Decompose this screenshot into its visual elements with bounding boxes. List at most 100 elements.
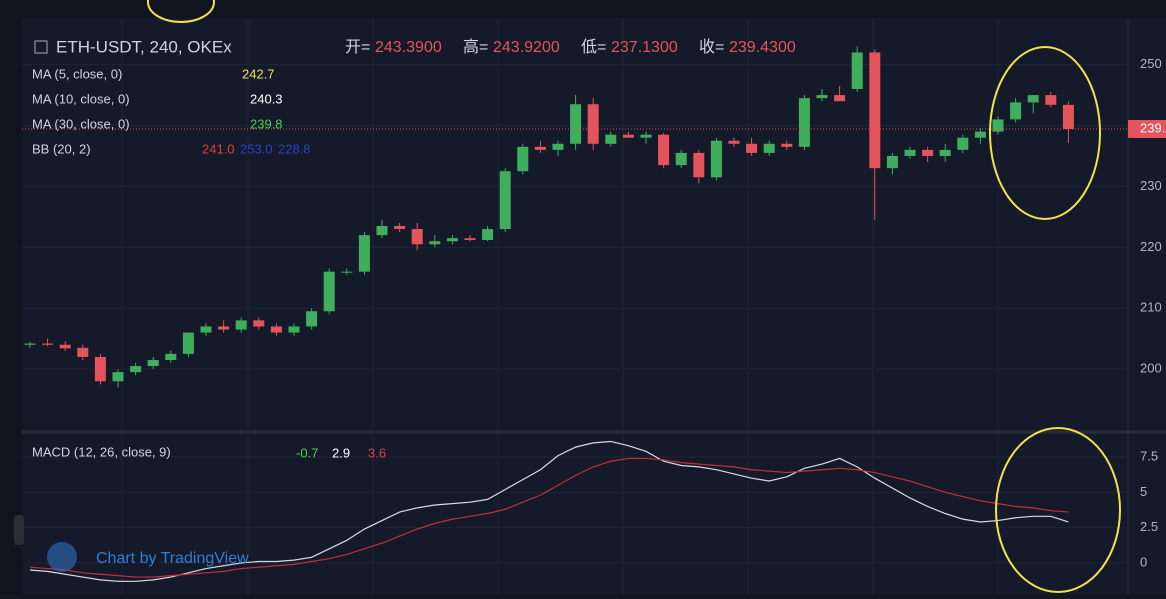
watermark[interactable]: Chart by TradingView xyxy=(96,550,249,567)
indicator-name[interactable]: MA (30, close, 0) xyxy=(32,116,130,131)
candle-body xyxy=(869,52,881,169)
candle-body xyxy=(182,332,194,354)
indicator-value: -0.7 xyxy=(296,445,318,460)
candle-body xyxy=(957,137,969,150)
y-tick-label: 250 xyxy=(1140,56,1162,71)
candle-body xyxy=(658,134,670,166)
ohlc-value: 237.1300 xyxy=(611,39,678,56)
indicator-name[interactable]: MACD (12, 26, close, 9) xyxy=(32,444,171,459)
highlight-ellipse xyxy=(995,427,1121,593)
candle-body xyxy=(974,131,986,138)
ohlc-header: 开= 243.3900 高= 243.9200 低= 237.1300 收= 239.4300 xyxy=(345,38,796,56)
candle-body xyxy=(886,155,898,169)
candle-body xyxy=(464,238,476,241)
left-toolbar[interactable] xyxy=(0,0,22,594)
last-price-label: 239.43 xyxy=(1140,120,1166,135)
candle-body xyxy=(605,134,617,144)
candle-body xyxy=(77,347,89,357)
candle-body xyxy=(693,152,705,178)
candle-body xyxy=(1010,102,1022,120)
candle-body xyxy=(640,134,652,138)
candle-body xyxy=(429,241,441,245)
y-tick-label: 230 xyxy=(1140,178,1162,193)
candle-body xyxy=(622,134,634,138)
candle-body xyxy=(306,311,318,327)
ohlc-value: 243.9200 xyxy=(493,39,560,56)
candle-body xyxy=(147,359,159,367)
candle-body xyxy=(482,229,494,241)
candle-body xyxy=(728,140,740,144)
candle-body xyxy=(1027,95,1039,103)
y-tick-label: 220 xyxy=(1140,239,1162,254)
indicator-value: 241.0 xyxy=(202,141,235,156)
indicator-value: 2.9 xyxy=(332,445,350,460)
candle-body xyxy=(42,343,54,345)
candle-body xyxy=(1045,95,1057,105)
indicator-value: 3.6 xyxy=(368,445,386,460)
indicator-name[interactable]: BB (20, 2) xyxy=(32,141,91,156)
candle-body xyxy=(218,326,230,330)
indicator-legend: MA (5, close, 0) 242.7 MA (10, close, 0) 24… xyxy=(32,66,311,156)
y-tick-label: 0 xyxy=(1140,554,1147,569)
candle-body xyxy=(1062,104,1074,129)
candle-body xyxy=(587,104,599,144)
ohlc-value: 239.4300 xyxy=(729,39,796,56)
y-tick-label: 5 xyxy=(1140,484,1147,499)
y-tick-label: 2.5 xyxy=(1140,519,1158,534)
candle-body xyxy=(130,366,142,373)
top-toolbar[interactable] xyxy=(0,0,1166,18)
candle-body xyxy=(763,143,775,153)
candle-body xyxy=(534,146,546,150)
candle-body xyxy=(904,149,916,156)
candle-body xyxy=(165,353,177,360)
y-tick-label: 210 xyxy=(1140,300,1162,315)
candle-body xyxy=(939,149,951,156)
collapse-tab[interactable] xyxy=(14,515,24,545)
candle-body xyxy=(112,372,124,382)
candle-body xyxy=(358,235,370,272)
candle-body xyxy=(552,143,564,150)
indicator-value: 228.8 xyxy=(278,141,311,156)
last-price-box xyxy=(1128,119,1166,138)
candle-body xyxy=(446,238,458,242)
candle-body xyxy=(992,119,1004,132)
indicator-name[interactable]: MA (5, close, 0) xyxy=(32,66,122,81)
indicator-name[interactable]: MA (10, close, 0) xyxy=(32,91,130,106)
candle-body xyxy=(270,326,282,333)
ohlc-label: 收= xyxy=(699,38,724,56)
candle-body xyxy=(675,152,687,166)
y-tick-label: 200 xyxy=(1140,361,1162,376)
candle-body xyxy=(253,320,265,327)
candle-body xyxy=(411,229,423,245)
candle-body xyxy=(288,326,300,333)
candle-body xyxy=(851,52,863,89)
plot-area xyxy=(22,46,1128,582)
candle-body xyxy=(746,143,758,153)
candle-body xyxy=(816,95,828,99)
candle-body xyxy=(376,226,388,236)
symbol-title[interactable]: ETH-USDT, 240, OKEx xyxy=(56,37,232,56)
time-grid xyxy=(121,18,999,594)
candle-body xyxy=(834,95,846,102)
candle-body xyxy=(781,143,793,147)
y-tick-label: 7.5 xyxy=(1140,448,1158,463)
candle-body xyxy=(341,271,353,273)
watermark-logo xyxy=(47,542,77,572)
macd-line xyxy=(29,440,1069,582)
indicator-value: 242.7 xyxy=(242,66,275,81)
collapse-button[interactable] xyxy=(34,40,48,54)
macd-line xyxy=(29,457,1069,578)
candle-body xyxy=(798,98,810,147)
indicator-value: 239.8 xyxy=(250,116,283,131)
candle-body xyxy=(710,140,722,178)
ohlc-value: 243.3900 xyxy=(375,39,442,56)
candle-body xyxy=(323,271,335,312)
candle-body xyxy=(499,171,511,230)
candle-body xyxy=(24,343,36,345)
candle-body xyxy=(200,326,212,333)
candle-body xyxy=(235,320,247,330)
candle-body xyxy=(59,344,71,349)
candle-body xyxy=(922,149,934,156)
